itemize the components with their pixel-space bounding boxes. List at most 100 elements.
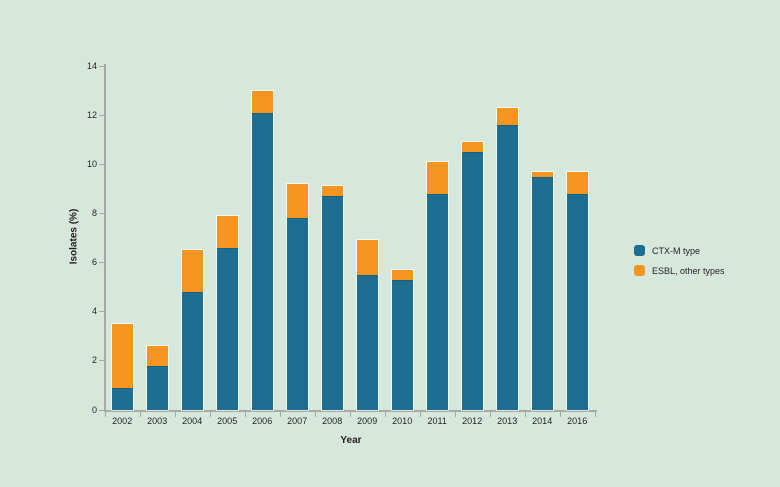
x-tick-label-2009: 2009 [357,416,378,426]
x-tick-label-2005: 2005 [217,416,238,426]
y-tick-label-0: 0 [91,404,97,415]
y-tick-label-8: 8 [91,207,97,218]
bar-segment-ctx-m-2006 [251,112,273,410]
bar-segment-esbl-other-2014 [531,171,553,177]
bar-segment-esbl-other-2016 [566,171,588,194]
x-tick [489,412,491,417]
bar-segment-esbl-other-2012 [461,142,483,152]
x-tick-label-2008: 2008 [322,416,343,426]
bar-segment-esbl-other-2008 [321,186,343,197]
y-tick-label-2: 2 [91,355,97,366]
x-tick-label-2010: 2010 [392,416,413,426]
x-tick-label-2006: 2006 [252,416,273,426]
x-tick-label-2016: 2016 [567,416,588,426]
x-tick-label-2007: 2007 [287,416,308,426]
bar-segment-esbl-other-2013 [496,107,518,125]
y-tick-label-4: 4 [91,306,97,317]
bar-2004 [181,250,203,410]
x-tick [594,412,596,417]
bar-segment-ctx-m-2002 [111,387,133,410]
x-tick-label-2002: 2002 [112,416,133,426]
bar-segment-ctx-m-2010 [391,279,413,410]
y-tick-label-6: 6 [91,257,97,268]
x-tick-label-2004: 2004 [182,416,203,426]
y-tick-label-14: 14 [86,60,97,71]
bar-2003 [146,346,168,410]
y-tick-10 [99,163,104,165]
legend-item-ctx-m: CTX-M type [634,245,725,256]
x-tick-label-2003: 2003 [147,416,168,426]
x-tick [314,412,316,417]
legend-label-esbl-other: ESBL, other types [652,265,725,276]
legend-label-ctx-m: CTX-M type [652,245,701,256]
bar-segment-esbl-other-2009 [356,240,378,275]
bar-2007 [286,183,308,410]
bar-segment-ctx-m-2013 [496,124,518,410]
y-tick-2 [99,360,104,362]
legend-swatch-ctx-m [634,245,645,256]
bar-2006 [251,90,273,410]
x-tick-label-2011: 2011 [427,416,447,426]
x-tick [559,412,561,417]
y-tick-6 [99,262,104,264]
x-tick [524,412,526,417]
x-tick-label-2013: 2013 [497,416,518,426]
x-tick [384,412,386,417]
bar-2009 [356,240,378,410]
bar-2014 [531,171,553,410]
bar-segment-ctx-m-2014 [531,176,553,410]
legend-item-esbl-other: ESBL, other types [634,265,725,276]
bar-segment-ctx-m-2005 [216,247,238,410]
x-axis-title: Year [340,435,362,446]
y-tick-label-10: 10 [86,158,97,169]
bar-segment-esbl-other-2011 [426,161,448,194]
bar-2005 [216,215,238,410]
bar-2012 [461,142,483,410]
y-tick-4 [99,311,104,313]
x-tick [104,412,106,417]
x-axis-line [104,410,597,412]
y-tick-label-12: 12 [86,109,97,120]
legend: CTX-M type ESBL, other types [634,245,725,285]
x-tick-label-2014: 2014 [532,416,553,426]
bar-2008 [321,186,343,410]
y-tick-0 [99,409,104,411]
legend-swatch-esbl-other [634,265,645,276]
bar-segment-esbl-other-2006 [251,90,273,113]
bar-segment-ctx-m-2016 [566,193,588,410]
bar-segment-ctx-m-2008 [321,196,343,410]
y-tick-8 [99,212,104,214]
x-tick [209,412,211,417]
bar-2002 [111,324,133,410]
bar-segment-esbl-other-2005 [216,215,238,248]
bar-segment-esbl-other-2002 [111,324,133,388]
bar-2013 [496,107,518,410]
bar-segment-esbl-other-2010 [391,269,413,280]
x-tick-label-2012: 2012 [462,416,483,426]
bar-segment-ctx-m-2011 [426,193,448,410]
bar-segment-ctx-m-2003 [146,365,168,410]
bar-segment-ctx-m-2009 [356,274,378,410]
x-tick [279,412,281,417]
y-axis-line [104,64,106,412]
bar-segment-ctx-m-2012 [461,151,483,410]
y-tick-12 [99,114,104,116]
bar-segment-ctx-m-2004 [181,292,203,410]
x-tick [349,412,351,417]
x-tick [454,412,456,417]
bar-segment-esbl-other-2007 [286,183,308,219]
x-tick [174,412,176,417]
x-tick [244,412,246,417]
y-axis-title: Isolates (%) [68,208,80,265]
bar-2011 [426,161,448,410]
bar-2010 [391,269,413,410]
bar-segment-esbl-other-2003 [146,346,168,366]
bar-2016 [566,171,588,410]
x-tick [139,412,141,417]
y-tick-14 [99,65,104,67]
bar-segment-ctx-m-2007 [286,218,308,410]
x-tick [419,412,421,417]
bar-segment-esbl-other-2004 [181,250,203,293]
